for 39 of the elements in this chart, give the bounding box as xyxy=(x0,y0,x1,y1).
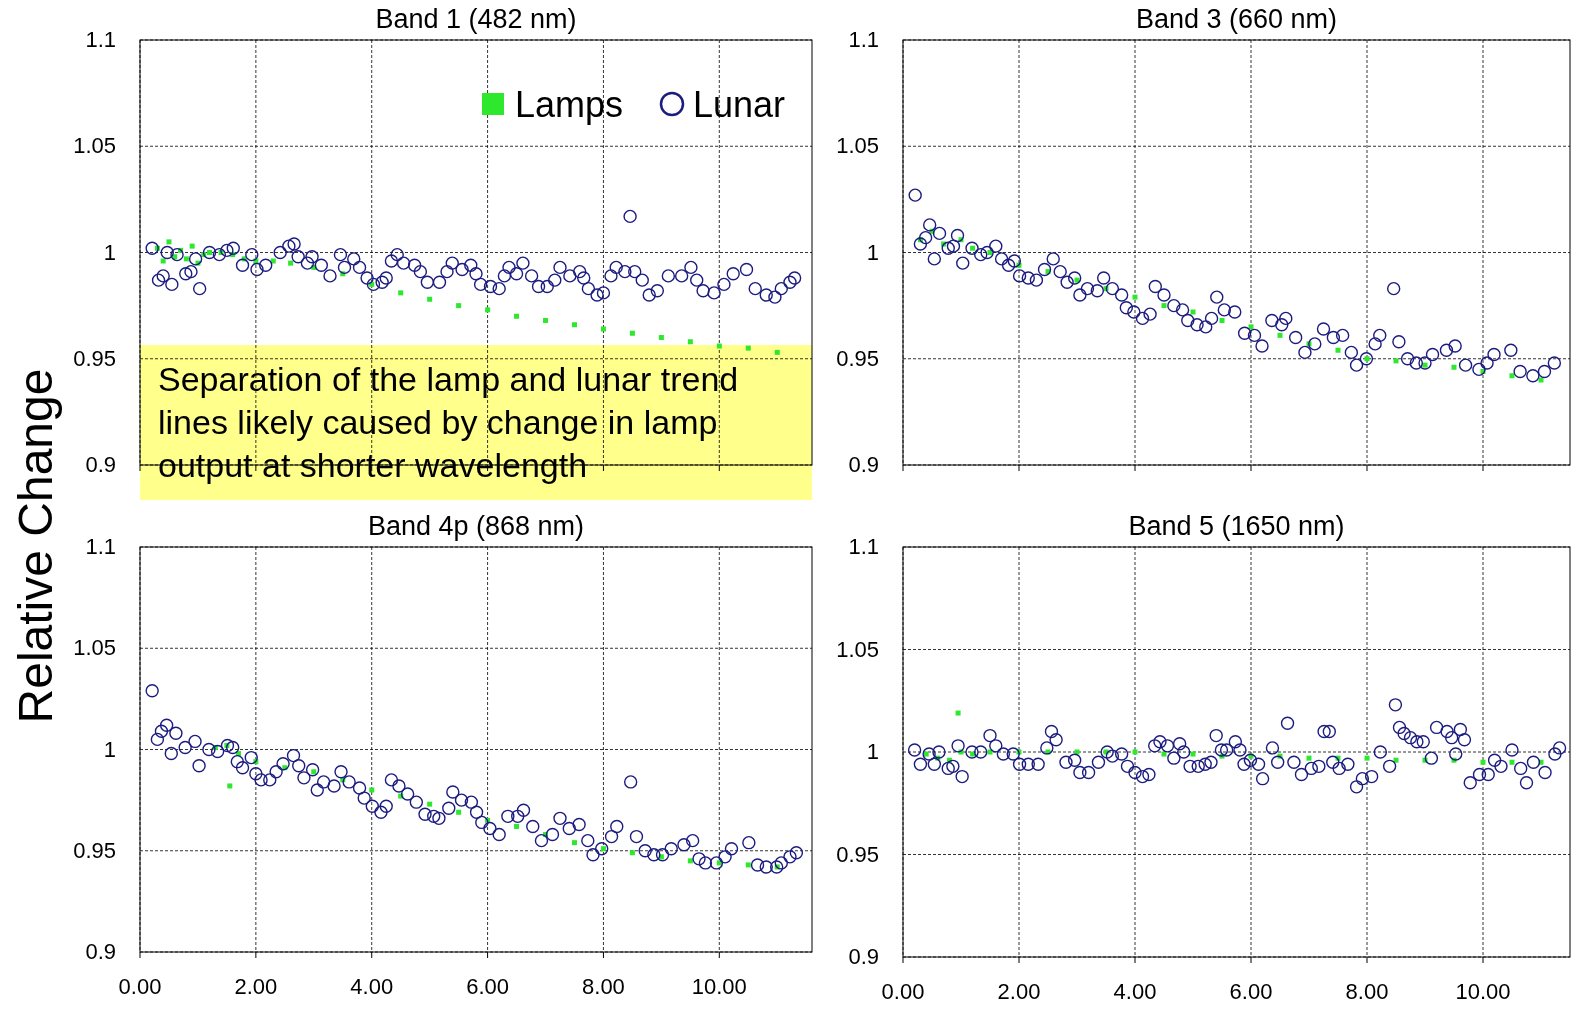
x-tick-label: 10.00 xyxy=(1455,979,1511,1004)
y-tick-label: 0.9 xyxy=(848,452,879,477)
y-tick-label: 1.1 xyxy=(848,534,879,559)
chart-title: Band 4p (868 nm) xyxy=(367,511,585,541)
chart-title: Band 3 (660 nm) xyxy=(1135,4,1338,34)
chart-title: Band 5 (1650 nm) xyxy=(1128,511,1345,541)
legend-label: Lamps xyxy=(515,84,624,125)
x-tick-label: 10.00 xyxy=(691,974,747,999)
y-tick-label: 1.05 xyxy=(73,133,116,159)
y-tick-label: 0.9 xyxy=(85,452,116,477)
x-tick-label: 8.00 xyxy=(582,974,625,999)
x-tick-label: 0.00 xyxy=(118,974,162,999)
y-tick-label: 1.05 xyxy=(836,133,879,159)
y-tick-label: 0.95 xyxy=(73,345,116,371)
x-tick-label: 8.00 xyxy=(1345,979,1389,1004)
y-tick-label: 0.9 xyxy=(848,944,879,969)
x-tick-label: 4.00 xyxy=(1113,979,1157,1004)
x-tick-label: 2.00 xyxy=(234,974,278,999)
x-tick-label: 2.00 xyxy=(997,979,1041,1004)
y-tick-label: 0.95 xyxy=(836,345,879,371)
y-tick-label: 1.05 xyxy=(73,635,116,661)
x-tick-label: 6.00 xyxy=(466,974,509,999)
y-tick-label: 1.1 xyxy=(85,534,116,559)
y-tick-label: 1.1 xyxy=(848,27,879,52)
y-tick-label: 1.1 xyxy=(85,27,116,52)
x-tick-label: 4.00 xyxy=(350,974,394,999)
y-tick-label: 1 xyxy=(866,739,879,764)
y-tick-label: 0.95 xyxy=(836,841,879,867)
y-tick-label: 1 xyxy=(103,239,116,265)
legend-label: Lunar xyxy=(693,84,786,125)
x-tick-label: 0.00 xyxy=(881,979,925,1004)
y-tick-label: 1 xyxy=(103,736,116,762)
y-tick-label: 0.9 xyxy=(85,939,116,964)
y-tick-label: 1.05 xyxy=(836,636,879,662)
y-tick-label: 0.95 xyxy=(73,837,116,863)
chart-title: Band 1 (482 nm) xyxy=(375,4,577,34)
y-tick-label: 1 xyxy=(866,239,879,265)
x-tick-label: 6.00 xyxy=(1229,979,1273,1004)
y-axis-title: Relative Change xyxy=(9,368,62,724)
